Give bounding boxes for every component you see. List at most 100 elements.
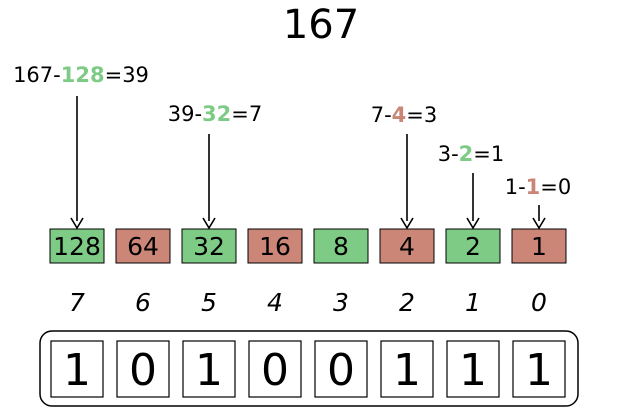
step-op2: = (406, 103, 424, 127)
step-arrow-head (400, 217, 414, 230)
step-a: 7 (371, 103, 384, 127)
step-op1: - (194, 102, 202, 126)
step-c: 39 (122, 63, 149, 87)
step-equation: 167-128=39 (13, 63, 149, 87)
place-value-label: 8 (333, 232, 349, 261)
bit-index: 6 (135, 288, 151, 317)
step-c: 1 (491, 142, 504, 166)
step-b: 32 (202, 102, 231, 126)
place-value-label: 16 (259, 232, 291, 261)
place-value-box: 128 (49, 228, 105, 264)
bit-cell: 0 (314, 340, 368, 398)
step-arrow-head (532, 217, 546, 230)
bit-value: 0 (129, 345, 157, 396)
step-equation: 1-1=0 (505, 175, 572, 199)
result-frame (39, 330, 579, 407)
bit-cell-box (314, 340, 368, 398)
bit-index: 0 (531, 288, 547, 317)
place-value-box-fill (115, 228, 171, 264)
place-value-box-fill (49, 228, 105, 264)
place-value-label: 1 (531, 232, 547, 261)
step-a: 1 (505, 175, 518, 199)
place-value-box-fill (313, 228, 369, 264)
place-value-label: 2 (465, 232, 481, 261)
bit-cell-box (512, 340, 566, 398)
place-value-box-fill (247, 228, 303, 264)
place-value-box: 4 (379, 228, 435, 264)
bit-index: 2 (399, 288, 415, 317)
bit-value: 1 (63, 345, 91, 396)
bit-cell-box (182, 340, 236, 398)
step-op1: - (53, 63, 61, 87)
bit-value: 1 (195, 345, 223, 396)
bit-index-row: 7 6 5 4 3 2 1 0 (69, 288, 547, 317)
subtraction-step: 39-32=7 (168, 102, 263, 230)
bit-value: 0 (327, 345, 355, 396)
bit-cell-box (248, 340, 302, 398)
place-value-box: 8 (313, 228, 369, 264)
bit-cell: 1 (512, 340, 566, 398)
place-value-box: 1 (511, 228, 567, 264)
step-c: 0 (558, 175, 571, 199)
bit-cell: 1 (380, 340, 434, 398)
step-op1: - (451, 142, 459, 166)
bit-cell: 0 (248, 340, 302, 398)
place-value-box: 16 (247, 228, 303, 264)
step-c: 7 (249, 102, 262, 126)
step-arrow-head (466, 217, 480, 230)
step-arrow-head (70, 217, 84, 230)
subtraction-step: 3-2=1 (438, 142, 505, 230)
step-equation: 39-32=7 (168, 102, 263, 126)
place-value-box-fill (511, 228, 567, 264)
subtraction-step: 1-1=0 (505, 175, 572, 230)
step-a: 167 (13, 63, 53, 87)
place-value-box: 32 (181, 228, 237, 264)
place-value-box-fill (379, 228, 435, 264)
bit-cell-box (446, 340, 500, 398)
bit-cell: 0 (116, 340, 170, 398)
place-value-box: 64 (115, 228, 171, 264)
place-value-box: 2 (445, 228, 501, 264)
step-op2: = (473, 142, 491, 166)
bit-index: 3 (333, 288, 349, 317)
bit-cell: 1 (50, 340, 104, 398)
place-value-row: 128 64 32 16 8 4 2 1 (49, 228, 567, 264)
step-b: 128 (61, 63, 105, 87)
place-value-label: 4 (399, 232, 415, 261)
place-value-label: 64 (127, 232, 159, 261)
bit-index: 5 (201, 288, 217, 317)
bit-cell: 1 (182, 340, 236, 398)
bit-cell-box (380, 340, 434, 398)
step-equation: 3-2=1 (438, 142, 505, 166)
bit-value: 1 (393, 345, 421, 396)
step-b: 2 (459, 142, 474, 166)
subtraction-step: 167-128=39 (13, 63, 149, 230)
step-b: 1 (526, 175, 541, 199)
bit-value: 0 (261, 345, 289, 396)
step-op2: = (231, 102, 249, 126)
bit-cell-box (50, 340, 104, 398)
step-c: 3 (424, 103, 437, 127)
bit-index: 7 (69, 288, 85, 317)
step-a: 39 (168, 102, 195, 126)
title: 167 (283, 2, 359, 48)
step-op2: = (105, 63, 123, 87)
place-value-box-fill (445, 228, 501, 264)
step-op1: - (518, 175, 526, 199)
place-value-label: 32 (193, 232, 225, 261)
place-value-box-fill (181, 228, 237, 264)
step-b: 4 (392, 103, 407, 127)
bit-index: 4 (267, 288, 283, 317)
bit-value: 1 (459, 345, 487, 396)
place-value-label: 128 (53, 232, 101, 261)
step-op2: = (540, 175, 558, 199)
step-op1: - (384, 103, 392, 127)
subtraction-step: 7-4=3 (371, 103, 438, 230)
bit-value: 1 (525, 345, 553, 396)
bit-index: 1 (465, 288, 481, 317)
step-equation: 7-4=3 (371, 103, 438, 127)
step-arrow-head (202, 217, 216, 230)
